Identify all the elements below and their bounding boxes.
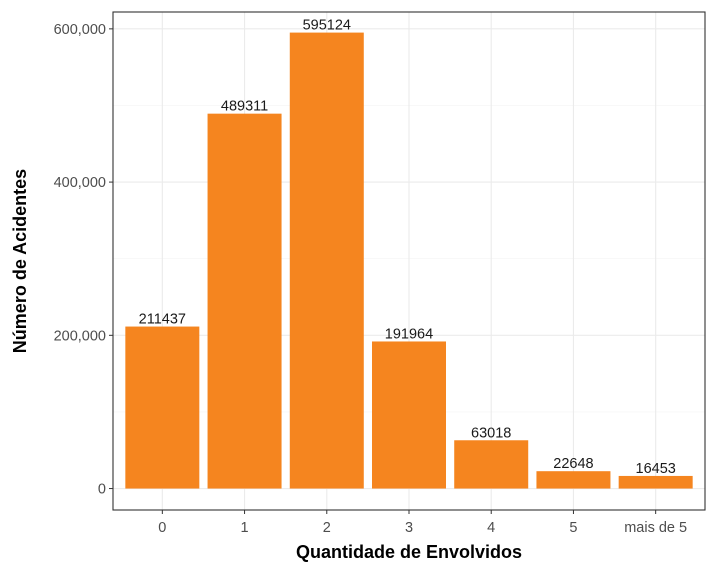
- y-tick-label: 400,000: [54, 175, 106, 191]
- bar: [207, 113, 282, 489]
- bar: [536, 471, 611, 489]
- x-tick-label: 5: [569, 520, 577, 536]
- data-label: 489311: [221, 99, 268, 115]
- data-label: 595124: [303, 18, 351, 34]
- data-labels: 211437 489311 595124 191964 63018 22648 16453: [139, 18, 676, 477]
- x-tick-label: 2: [323, 520, 331, 536]
- data-label: 22648: [553, 456, 593, 472]
- x-axis: 0 1 2 3 4 5 mais de 5: [158, 510, 687, 536]
- x-tick-label: 0: [158, 520, 166, 536]
- bars: [125, 32, 693, 489]
- data-label: 211437: [139, 312, 186, 328]
- bar: [125, 326, 200, 489]
- x-axis-title: Quantidade de Envolvidos: [296, 542, 522, 562]
- y-tick-label: 0: [98, 482, 106, 498]
- x-tick-label: mais de 5: [624, 520, 687, 536]
- bar: [372, 341, 446, 489]
- x-tick-label: 3: [405, 520, 413, 536]
- data-label: 191964: [385, 326, 433, 342]
- data-label: 63018: [471, 425, 511, 441]
- y-axis: 0 200,000 400,000 600,000: [54, 22, 113, 498]
- bar: [454, 440, 529, 489]
- x-tick-label: 1: [241, 520, 249, 536]
- y-tick-label: 600,000: [54, 22, 106, 38]
- bar: [618, 475, 693, 489]
- data-label: 16453: [636, 461, 676, 477]
- y-axis-title: Número de Acidentes: [10, 169, 30, 353]
- y-tick-label: 200,000: [54, 328, 106, 344]
- x-tick-label: 4: [487, 520, 495, 536]
- bar: [289, 32, 364, 489]
